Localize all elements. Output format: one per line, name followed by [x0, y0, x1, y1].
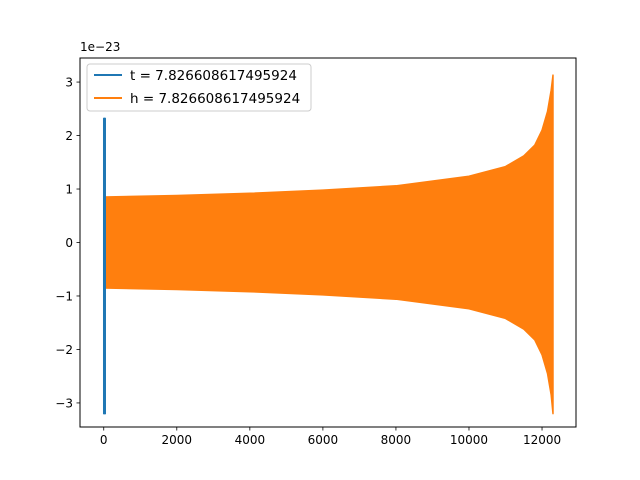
x-tick-label: 12000	[523, 433, 561, 447]
x-tick-label: 2000	[162, 433, 193, 447]
legend-label-t: t = 7.826608617495924	[130, 68, 297, 84]
legend-frame	[86, 63, 312, 112]
y-tick-label: 0	[65, 236, 73, 250]
y-tick-label: −2	[55, 343, 73, 357]
y-tick-label: 3	[65, 76, 73, 90]
y-tick-label: −3	[55, 396, 73, 410]
series-h-line	[102, 74, 554, 415]
y-axis: −3 −2 −1 0 1 2 3	[55, 76, 80, 410]
y-axis-scale-label: 1e−23	[80, 40, 120, 54]
x-axis: 0 2000 4000 6000 8000 10000 12000	[100, 427, 561, 447]
y-tick-label: 1	[65, 183, 73, 197]
x-tick-label: 6000	[308, 433, 339, 447]
y-tick-label: −1	[55, 289, 73, 303]
x-tick-label: 10000	[450, 433, 488, 447]
legend-label-h: h = 7.826608617495924	[130, 91, 300, 107]
x-tick-label: 8000	[381, 433, 412, 447]
series-layer	[102, 74, 554, 415]
series-t-line	[102, 117, 106, 415]
y-tick-label: 2	[65, 129, 73, 143]
x-tick-label: 0	[100, 433, 108, 447]
legend: t = 7.826608617495924 h = 7.826608617495…	[86, 63, 312, 112]
x-tick-label: 4000	[235, 433, 266, 447]
